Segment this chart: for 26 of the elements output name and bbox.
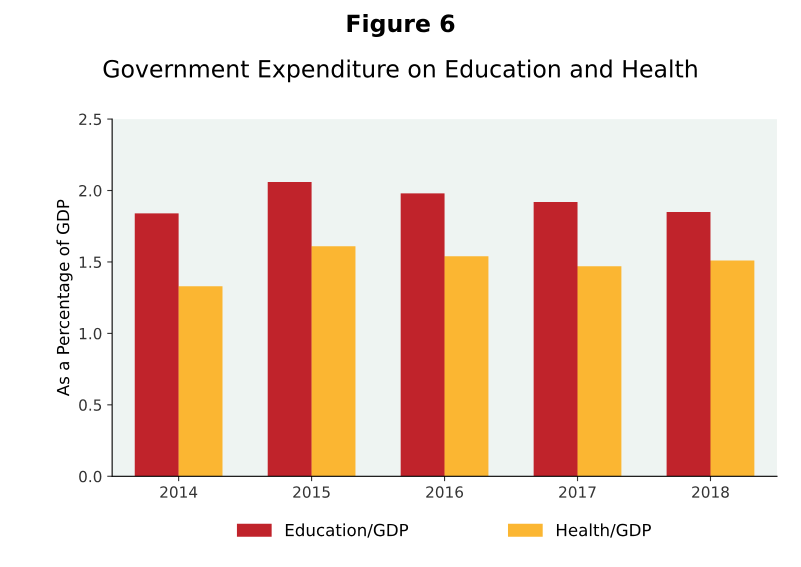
- bar: [710, 260, 754, 476]
- x-tick-label: 2014: [160, 486, 198, 498]
- bar: [578, 266, 622, 476]
- bar: [444, 256, 488, 476]
- y-tick-label: 1.5: [80, 256, 102, 268]
- y-tick-label: 0.0: [79, 470, 102, 482]
- bar: [178, 286, 222, 476]
- x-tick-label: 2015: [293, 486, 330, 498]
- y-axis-title: As a Percentage of GDP: [56, 200, 73, 396]
- bar: [312, 246, 356, 476]
- bar: [134, 213, 179, 476]
- x-tick-label: 2017: [559, 486, 596, 498]
- bar: [666, 212, 710, 476]
- bar: [268, 182, 312, 476]
- y-tick-label: 1.0: [80, 328, 102, 340]
- x-tick-label: 2016: [426, 486, 464, 498]
- bar: [400, 193, 445, 476]
- x-tick-label: 2018: [692, 486, 729, 498]
- chart-title: Figure 6: [348, 14, 454, 38]
- legend-label: Education/GDP: [286, 523, 408, 538]
- y-tick-label: 2.5: [79, 114, 102, 126]
- chart-subtitle: Government Expenditure on Education and Health: [104, 59, 697, 82]
- bar: [534, 202, 578, 476]
- y-tick-label: 2.0: [79, 184, 102, 197]
- y-tick-label: 0.5: [79, 399, 102, 411]
- legend-label: Health/GDP: [556, 523, 651, 538]
